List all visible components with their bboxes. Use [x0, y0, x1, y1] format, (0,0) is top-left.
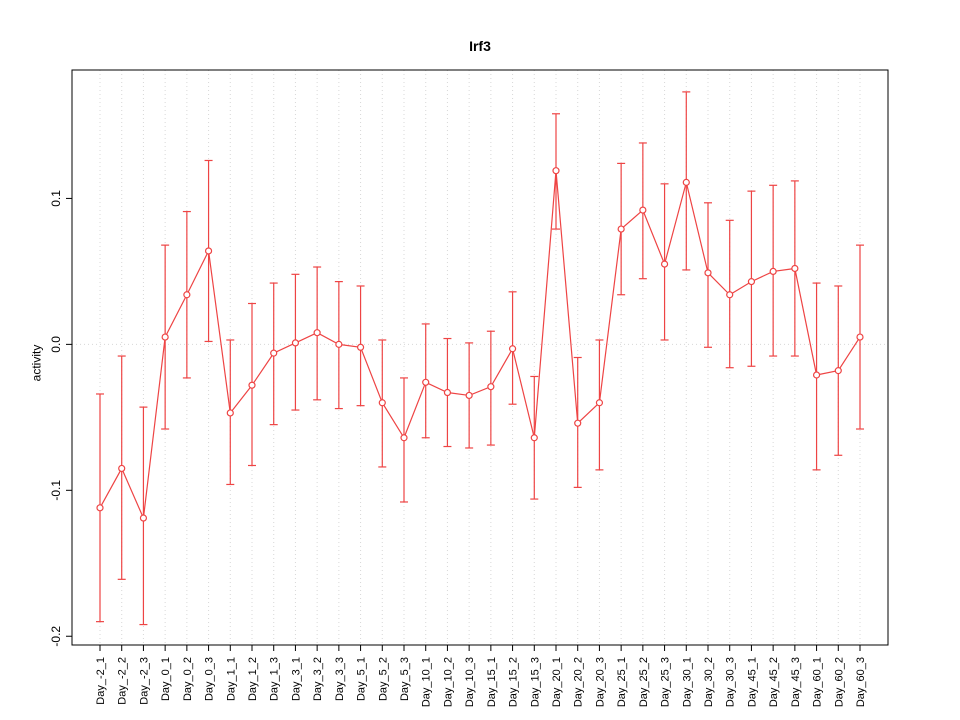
- data-point: [660, 260, 669, 268]
- data-point: [291, 339, 300, 347]
- x-tick-label: Day_-2_3: [138, 657, 150, 705]
- x-tick-label: Day_15_1: [486, 657, 498, 707]
- data-point: [139, 514, 148, 522]
- data-point: [617, 225, 625, 233]
- y-tick-label: -0.1: [49, 480, 63, 501]
- data-point: [356, 343, 365, 351]
- data-point: [118, 464, 126, 473]
- x-tick-label: Day_20_2: [573, 657, 585, 707]
- series-line: [99, 170, 861, 521]
- x-tick-label: Day_3_3: [334, 657, 346, 701]
- data-point: [204, 247, 213, 255]
- data-point: [508, 345, 517, 353]
- data-point: [574, 419, 582, 427]
- data-point: [791, 264, 799, 273]
- x-tick-label: Day_25_1: [616, 657, 628, 707]
- x-tick-label: Day_25_2: [638, 657, 650, 707]
- y-tick-label: -0.2: [49, 626, 63, 647]
- data-point: [248, 381, 256, 389]
- x-tick-label: Day_5_2: [377, 657, 389, 701]
- data-point: [378, 399, 386, 407]
- data-point: [769, 267, 777, 275]
- data-point: [183, 291, 191, 299]
- data-point: [313, 329, 321, 337]
- data-point: [595, 399, 604, 407]
- x-tick-label: Day_45_1: [746, 657, 758, 707]
- chart-title: Irf3: [469, 38, 491, 54]
- x-tick-label: Day_10_2: [442, 657, 454, 707]
- x-tick-label: Day_25_3: [660, 657, 672, 707]
- x-tick-label: Day_1_3: [269, 657, 281, 701]
- x-tick-label: Day_5_1: [356, 657, 368, 701]
- plot-border: [71, 69, 889, 646]
- data-point: [96, 504, 104, 512]
- data-point: [422, 378, 430, 386]
- x-tick-label: Day_60_1: [812, 657, 824, 707]
- data-point: [834, 367, 842, 375]
- x-tick-label: Day_30_1: [681, 657, 693, 707]
- x-tick-label: Day_0_3: [204, 657, 216, 701]
- x-tick-label: Day_-2_2: [117, 657, 129, 705]
- x-tick-label: Day_15_3: [529, 657, 541, 707]
- data-point: [856, 333, 864, 341]
- data-point: [726, 291, 734, 299]
- data-point: [639, 206, 647, 214]
- x-tick-label: Day_-2_1: [95, 657, 107, 705]
- data-point: [812, 371, 821, 379]
- x-tick-label: Day_0_2: [182, 657, 194, 701]
- x-tick-label: Day_3_1: [290, 657, 302, 701]
- data-point: [704, 269, 712, 277]
- data-point: [400, 434, 408, 442]
- x-tick-label: Day_60_3: [855, 657, 867, 707]
- x-tick-label: Day_3_2: [312, 657, 324, 701]
- data-point: [682, 178, 690, 186]
- x-tick-label: Day_30_3: [725, 657, 737, 707]
- x-tick-label: Day_5_3: [399, 657, 411, 701]
- y-tick-label: 0.1: [49, 190, 63, 207]
- x-tick-label: Day_0_1: [160, 657, 172, 701]
- x-tick-label: Day_20_1: [551, 657, 563, 707]
- x-tick-label: Day_10_1: [421, 657, 433, 707]
- data-point: [530, 434, 538, 442]
- data-point: [270, 349, 278, 357]
- x-tick-label: Day_1_1: [225, 657, 237, 701]
- data-point: [161, 333, 169, 341]
- x-tick-label: Day_20_3: [594, 657, 606, 707]
- data-point: [226, 409, 234, 417]
- x-tick-label: Day_45_3: [790, 657, 802, 707]
- x-tick-label: Day_10_3: [464, 657, 476, 707]
- y-tick-label: 0.0: [49, 336, 63, 353]
- x-tick-label: Day_1_2: [247, 657, 259, 701]
- data-point: [443, 388, 452, 397]
- x-tick-label: Day_30_2: [703, 657, 715, 707]
- x-tick-label: Day_60_2: [833, 657, 845, 707]
- data-point: [335, 340, 343, 348]
- data-point: [465, 391, 473, 400]
- data-point: [487, 383, 495, 391]
- x-tick-label: Day_45_2: [768, 657, 780, 707]
- data-point: [747, 278, 756, 286]
- x-tick-label: Day_15_2: [508, 657, 520, 707]
- data-point: [552, 167, 560, 175]
